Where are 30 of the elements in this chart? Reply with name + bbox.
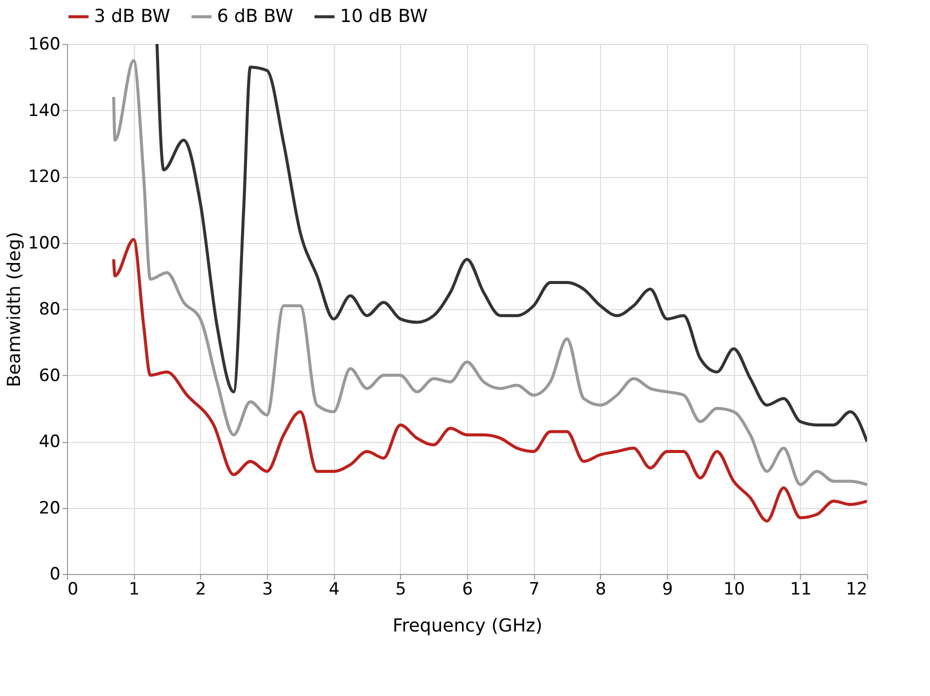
x-tick-label: 12 <box>846 580 868 600</box>
line-series <box>112 238 867 522</box>
x-tick-label: 8 <box>595 580 606 600</box>
legend-label: 3 dB BW <box>94 6 170 27</box>
line-series <box>112 59 867 486</box>
y-tick-label: 60 <box>38 366 60 386</box>
y-tick-label: 160 <box>28 34 60 54</box>
y-tick-label: 80 <box>38 300 60 320</box>
legend-label: 6 dB BW <box>217 6 294 27</box>
x-tick-label: 5 <box>395 580 406 600</box>
y-tick-label: 40 <box>38 432 60 452</box>
x-tick-label: 4 <box>328 580 340 600</box>
x-tick-label: 9 <box>662 580 673 600</box>
legend-label: 10 dB BW <box>340 6 428 27</box>
x-tick-label: 2 <box>195 580 206 600</box>
y-tick-label: 20 <box>38 498 60 518</box>
x-tick-label: 0 <box>68 580 78 600</box>
line-series <box>156 44 867 443</box>
y-tick-label: 140 <box>28 100 60 121</box>
x-tick-label: 6 <box>462 580 473 600</box>
y-tick-label: 100 <box>28 233 60 254</box>
x-tick-label: 10 <box>723 580 745 600</box>
x-axis-title: Frequency (GHz) <box>392 616 542 636</box>
y-tick-label: 120 <box>28 167 60 187</box>
x-tick-label: 11 <box>790 580 812 600</box>
x-tick-label: 7 <box>528 580 540 600</box>
y-axis-title: Beamwidth (deg) <box>4 232 26 388</box>
x-tick-label: 1 <box>128 580 140 600</box>
x-tick-label: 3 <box>262 580 273 600</box>
y-tick-label: 0 <box>50 564 60 584</box>
